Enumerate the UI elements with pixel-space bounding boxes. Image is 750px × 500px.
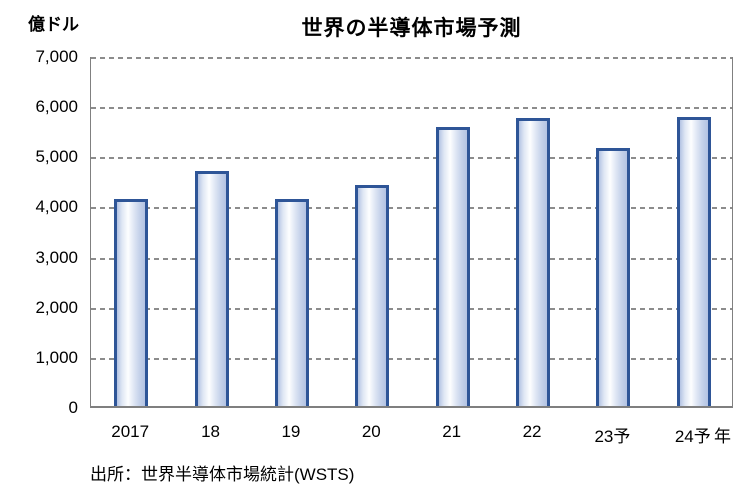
chart-title: 世界の半導体市場予測 bbox=[301, 17, 522, 40]
x-tick-label-2017: 2017 bbox=[111, 422, 150, 441]
x-tick-label-18: 18 bbox=[201, 422, 221, 441]
x-tick-label-21: 21 bbox=[442, 422, 462, 441]
bar-22 bbox=[516, 118, 551, 406]
bar-23予 bbox=[596, 147, 631, 406]
y-tick-label-2000: 2,000 bbox=[35, 297, 78, 317]
x-tick-label-23予: 23予 bbox=[594, 427, 631, 446]
bar-24予 bbox=[676, 117, 711, 406]
bar-20 bbox=[355, 185, 390, 406]
source-note: 出所：世界半導体市場統計(WSTS) bbox=[90, 465, 355, 484]
y-tick-label-0: 0 bbox=[68, 398, 78, 417]
gridline-1000 bbox=[91, 357, 732, 360]
gridline-4000 bbox=[91, 207, 732, 210]
bar-21 bbox=[435, 127, 470, 406]
x-tick-label-19: 19 bbox=[281, 422, 301, 441]
gridline-3000 bbox=[91, 257, 732, 260]
y-tick-label-4000: 4,000 bbox=[35, 197, 78, 217]
x-tick-label-24予: 24予 bbox=[674, 427, 711, 446]
bar-18 bbox=[194, 170, 229, 406]
gridline-6000 bbox=[91, 107, 732, 110]
y-tick-label-1000: 1,000 bbox=[35, 347, 78, 367]
x-axis-unit-label: 年 bbox=[714, 427, 731, 446]
gridline-7000 bbox=[91, 57, 732, 59]
y-tick-label-7000: 7,000 bbox=[35, 47, 78, 66]
x-tick-label-20: 20 bbox=[361, 422, 381, 441]
bar-2017 bbox=[114, 199, 149, 406]
y-tick-label-6000: 6,000 bbox=[35, 97, 78, 117]
gridline-5000 bbox=[91, 157, 732, 160]
gridline-2000 bbox=[91, 307, 732, 310]
y-axis-unit-label: 億ドル bbox=[28, 15, 79, 34]
y-tick-label-3000: 3,000 bbox=[35, 247, 78, 267]
x-tick-label-22: 22 bbox=[522, 422, 542, 441]
plot-area bbox=[90, 57, 733, 408]
y-tick-label-5000: 5,000 bbox=[35, 147, 78, 167]
bar-19 bbox=[274, 199, 309, 406]
